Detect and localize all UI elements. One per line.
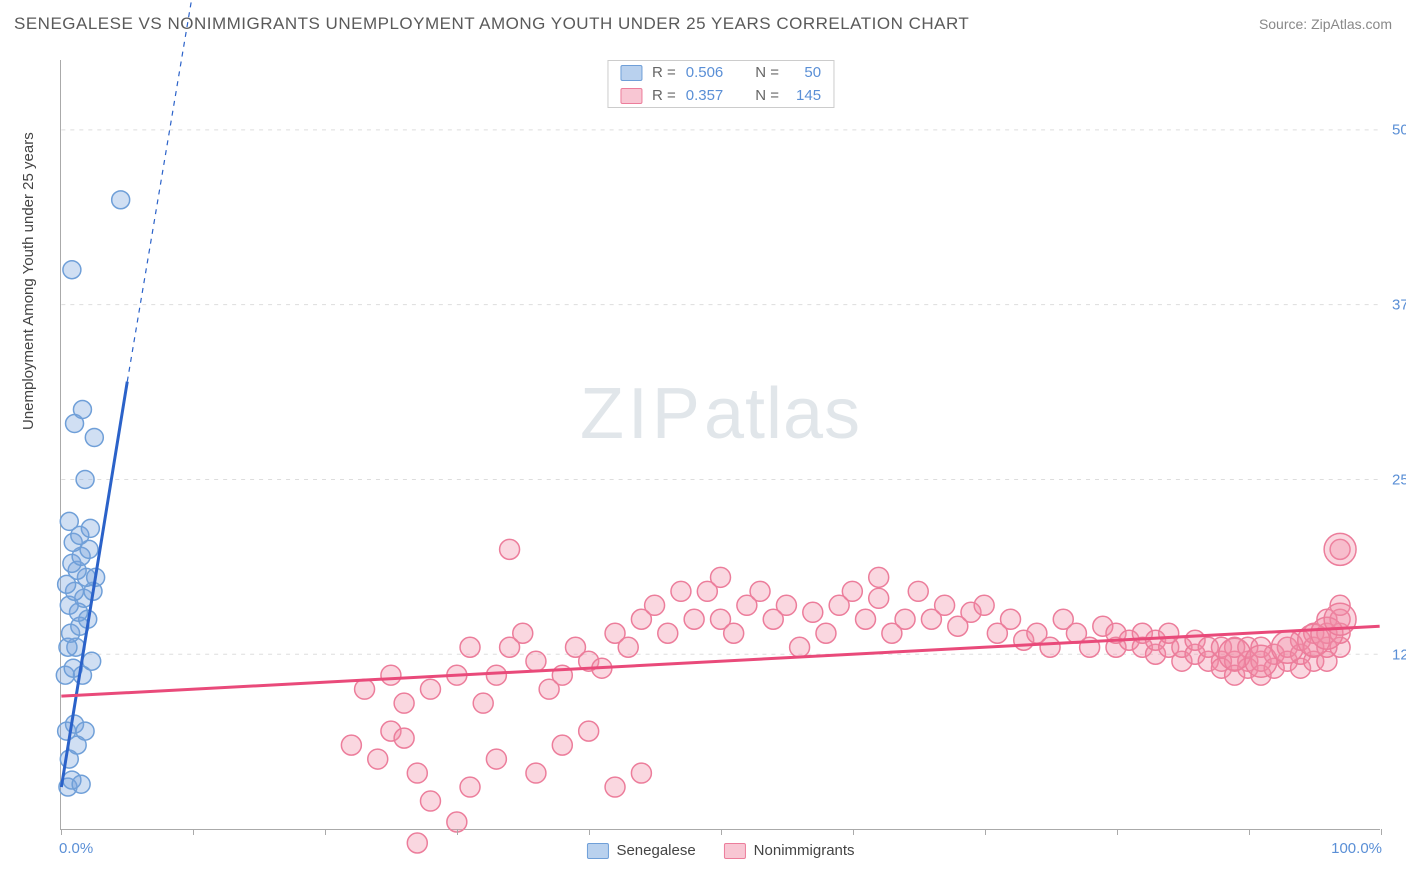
- swatch-nonimmigrants: [724, 843, 746, 859]
- legend-stats-box: R = 0.506 N = 50 R = 0.357 N = 145: [607, 60, 834, 108]
- plot-area: ZIPatlas R = 0.506 N = 50 R = 0.357 N = …: [60, 60, 1380, 830]
- legend-item-senegalese: Senegalese: [586, 842, 695, 859]
- scatter-svg: [61, 60, 1380, 829]
- x-tick: [325, 829, 326, 835]
- x-axis-label-max: 100.0%: [1331, 840, 1382, 857]
- chart-title: SENEGALESE VS NONIMMIGRANTS UNEMPLOYMENT…: [14, 14, 969, 34]
- x-tick: [61, 829, 62, 835]
- y-tick-label: 12.5%: [1384, 647, 1406, 664]
- y-tick-label: 50.0%: [1384, 122, 1406, 139]
- y-tick-label: 25.0%: [1384, 472, 1406, 489]
- x-tick: [721, 829, 722, 835]
- legend-item-nonimmigrants: Nonimmigrants: [724, 842, 855, 859]
- x-tick: [853, 829, 854, 835]
- x-axis-label-min: 0.0%: [59, 840, 93, 857]
- legend-stats-row-nonimmigrants: R = 0.357 N = 145: [608, 84, 833, 107]
- x-tick: [589, 829, 590, 835]
- y-axis-title: Unemployment Among Youth under 25 years: [20, 132, 37, 430]
- y-tick-label: 37.5%: [1384, 297, 1406, 314]
- x-tick: [457, 829, 458, 835]
- x-tick: [1249, 829, 1250, 835]
- x-tick: [1117, 829, 1118, 835]
- legend-stats-row-senegalese: R = 0.506 N = 50: [608, 61, 833, 84]
- x-tick: [985, 829, 986, 835]
- x-tick: [193, 829, 194, 835]
- swatch-senegalese: [620, 65, 642, 81]
- swatch-nonimmigrants: [620, 88, 642, 104]
- swatch-senegalese: [586, 843, 608, 859]
- source-label: Source: ZipAtlas.com: [1259, 16, 1392, 32]
- legend-categories: Senegalese Nonimmigrants: [586, 842, 854, 859]
- x-tick: [1381, 829, 1382, 835]
- title-bar: SENEGALESE VS NONIMMIGRANTS UNEMPLOYMENT…: [14, 14, 1392, 34]
